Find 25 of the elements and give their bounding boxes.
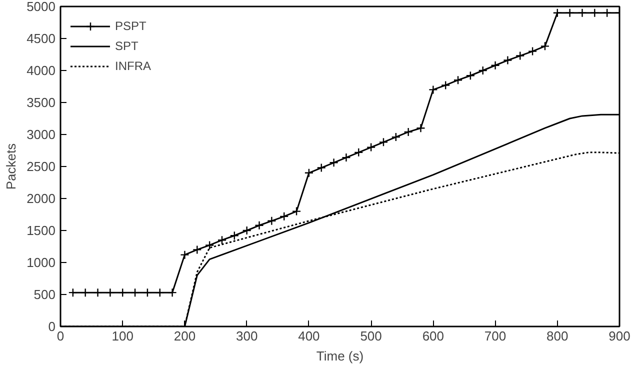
- y-tick-label: 5000: [26, 0, 56, 14]
- x-tick-label: 100: [112, 328, 134, 344]
- x-tick-label: 800: [546, 328, 568, 344]
- x-tick-label: 700: [484, 328, 506, 344]
- y-axis-title: Packets: [4, 142, 19, 190]
- x-axis-title: Time (s): [316, 348, 364, 364]
- y-tick-label: 2500: [26, 159, 56, 174]
- y-tick-label: 0: [48, 319, 56, 334]
- x-tick-label: 500: [360, 328, 382, 344]
- y-tick-label: 1500: [26, 223, 56, 238]
- x-tick-label: 300: [236, 328, 258, 344]
- x-tick-label: 900: [608, 328, 630, 344]
- x-tick-label: 600: [422, 328, 444, 344]
- x-tick-label: 400: [298, 328, 320, 344]
- y-tick-label: 4500: [26, 31, 56, 46]
- y-tick-label: 3000: [26, 127, 56, 142]
- y-tick-label: 1000: [26, 255, 56, 270]
- x-tick-label: 200: [174, 328, 196, 344]
- y-tick-label: 500: [34, 287, 56, 302]
- legend-label: INFRA: [115, 59, 151, 73]
- y-tick-label: 4000: [26, 63, 56, 78]
- legend-label: PSPT: [115, 19, 146, 33]
- y-tick-label: 2000: [26, 191, 56, 206]
- y-tick-label: 3500: [26, 95, 56, 110]
- legend-label: SPT: [115, 39, 138, 53]
